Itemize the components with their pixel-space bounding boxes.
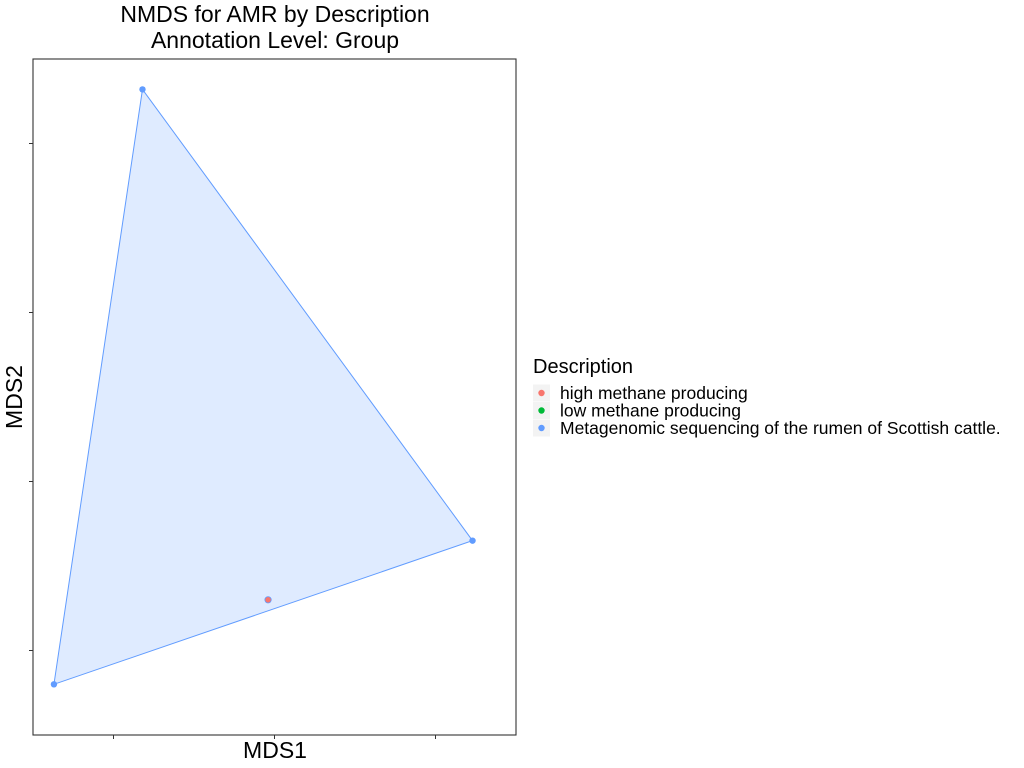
- data-point: [469, 537, 476, 544]
- data-point: [139, 86, 146, 93]
- plot-panel: [29, 58, 517, 739]
- chart-title: NMDS for AMR by Description: [120, 1, 429, 27]
- data-point: [50, 681, 58, 688]
- legend-entry: low methane producing: [533, 401, 741, 421]
- legend-title: Description: [533, 356, 633, 378]
- hull-layer: [53, 88, 474, 686]
- chart-subtitle: Annotation Level: Group: [151, 27, 399, 53]
- legend-label: low methane producing: [560, 401, 741, 421]
- legend-swatch: [538, 407, 545, 414]
- data-point: [264, 596, 272, 603]
- legend-label: Metagenomic sequencing of the rumen of S…: [560, 418, 1001, 438]
- legend-label: high methane producing: [560, 383, 748, 403]
- hull-polygon: [53, 88, 474, 686]
- points-layer: [50, 86, 476, 688]
- axis-ticks: [29, 143, 436, 739]
- y-axis-label: MDS2: [1, 365, 27, 429]
- data-point-outline: [264, 596, 272, 604]
- x-axis-label: MDS1: [243, 737, 307, 763]
- legend-entry: high methane producing: [533, 383, 748, 403]
- legend-swatch: [538, 389, 545, 397]
- legend-swatch: [538, 424, 545, 432]
- legend-entry: Metagenomic sequencing of the rumen of S…: [533, 418, 1001, 438]
